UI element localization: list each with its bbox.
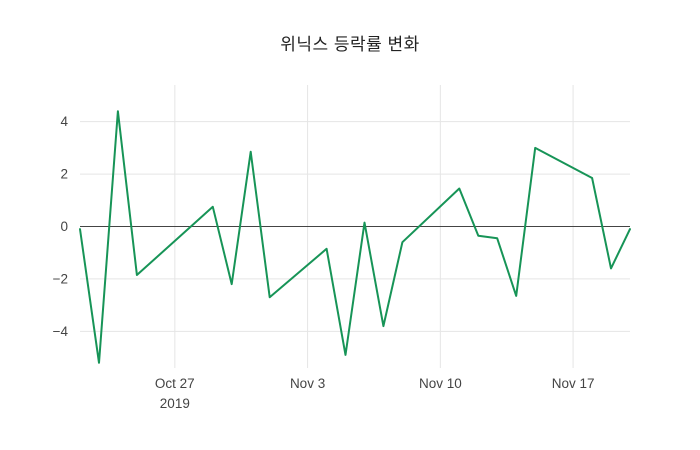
x-tick-label: Oct 27 (155, 376, 195, 391)
x-tick-year-label: 2019 (160, 396, 190, 411)
y-tick-label: 2 (60, 167, 68, 182)
y-tick-label: −2 (53, 271, 68, 286)
x-tick-label: Nov 3 (290, 376, 325, 391)
chart-title: 위닉스 등락률 변화 (280, 35, 420, 54)
y-tick-label: 4 (60, 114, 68, 129)
series-line (79, 110, 631, 364)
x-tick-label: Nov 17 (552, 376, 595, 391)
x-tick-label: Nov 10 (419, 376, 462, 391)
y-tick-label: −4 (53, 324, 69, 339)
y-tick-label: 0 (60, 219, 68, 234)
